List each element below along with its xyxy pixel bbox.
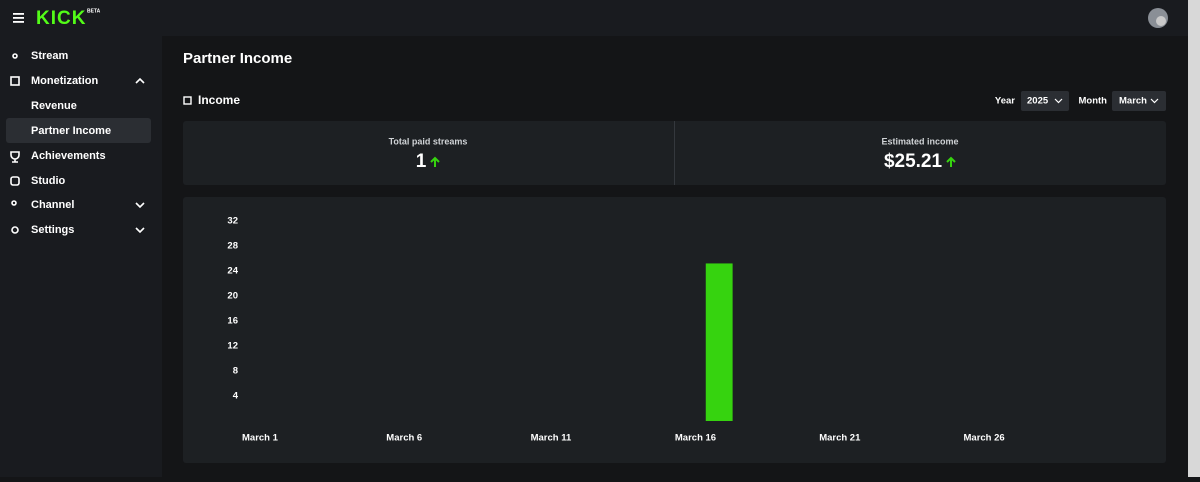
beta-badge: BETA: [87, 8, 101, 14]
nav-item[interactable]: Settings: [31, 224, 74, 236]
nav-item[interactable]: Channel: [31, 199, 74, 211]
window-edge: [1188, 0, 1200, 477]
studio-icon: [10, 176, 20, 186]
x-tick-label: March 1: [242, 433, 279, 444]
sidebar-icons: [10, 53, 145, 234]
stat-value: 1: [416, 151, 427, 172]
chevron-down[interactable]: [135, 227, 145, 234]
nav-item[interactable]: Monetization: [31, 75, 98, 87]
year-select[interactable]: [1021, 91, 1069, 111]
menu-button[interactable]: [13, 13, 24, 23]
stat-value: $25.21: [884, 151, 943, 172]
nav-item[interactable]: Achievements: [31, 150, 106, 162]
achievements-icon: [10, 151, 20, 163]
active-item-bg: [6, 118, 151, 143]
chevron-down: [1150, 98, 1159, 104]
month-select[interactable]: [1112, 91, 1166, 111]
stream-icon: [12, 53, 18, 59]
section-title: Income: [198, 93, 240, 107]
x-tick-label: March 26: [964, 433, 1005, 444]
chevron-down: [1054, 98, 1063, 104]
nav-item[interactable]: Studio: [31, 175, 65, 187]
year-label: Year: [995, 96, 1015, 107]
y-tick-label: 12: [227, 341, 238, 352]
up-arrow: [946, 156, 956, 167]
avatar-detail: [1156, 16, 1166, 26]
stat-label: Total paid streams: [389, 136, 468, 146]
sidebar: [0, 36, 162, 477]
y-tick-label: 16: [227, 316, 238, 327]
settings-icon: [11, 226, 19, 234]
x-tick-label: March 16: [675, 433, 716, 444]
nav-item[interactable]: Stream: [31, 50, 69, 62]
page-title: Partner Income: [183, 50, 292, 67]
month-value[interactable]: March: [1119, 96, 1147, 107]
y-tick-label: 20: [227, 291, 238, 302]
top-bar: [0, 0, 1200, 36]
y-tick-label: 28: [227, 241, 238, 252]
up-arrow: [430, 156, 440, 167]
logo[interactable]: KICK: [36, 8, 86, 29]
channel-icon: [11, 200, 17, 206]
nav-subitem[interactable]: Revenue: [31, 100, 77, 112]
y-tick-label: 24: [227, 266, 238, 277]
x-tick-label: March 21: [819, 433, 861, 444]
nav-subitem-active[interactable]: Partner Income: [31, 125, 111, 137]
year-value[interactable]: 2025: [1027, 96, 1049, 107]
chevron-up[interactable]: [135, 77, 145, 84]
y-tick-label: 8: [233, 366, 238, 377]
chevron-down[interactable]: [135, 202, 145, 209]
stat-label: Estimated income: [881, 136, 958, 146]
chart-panel: [183, 197, 1166, 463]
y-tick-label: 4: [233, 391, 239, 402]
month-label: Month: [1079, 96, 1108, 107]
x-tick-label: March 11: [531, 433, 572, 444]
income-icon: [183, 96, 192, 105]
y-tick-label: 32: [227, 216, 238, 227]
chart: 4 8 12 16 20 24 28 32 March 1 March 6 March 11 Marc…: [227, 216, 1004, 444]
monetization-icon: [10, 76, 20, 86]
x-tick-label: March 6: [386, 433, 422, 444]
bar: [705, 263, 733, 421]
